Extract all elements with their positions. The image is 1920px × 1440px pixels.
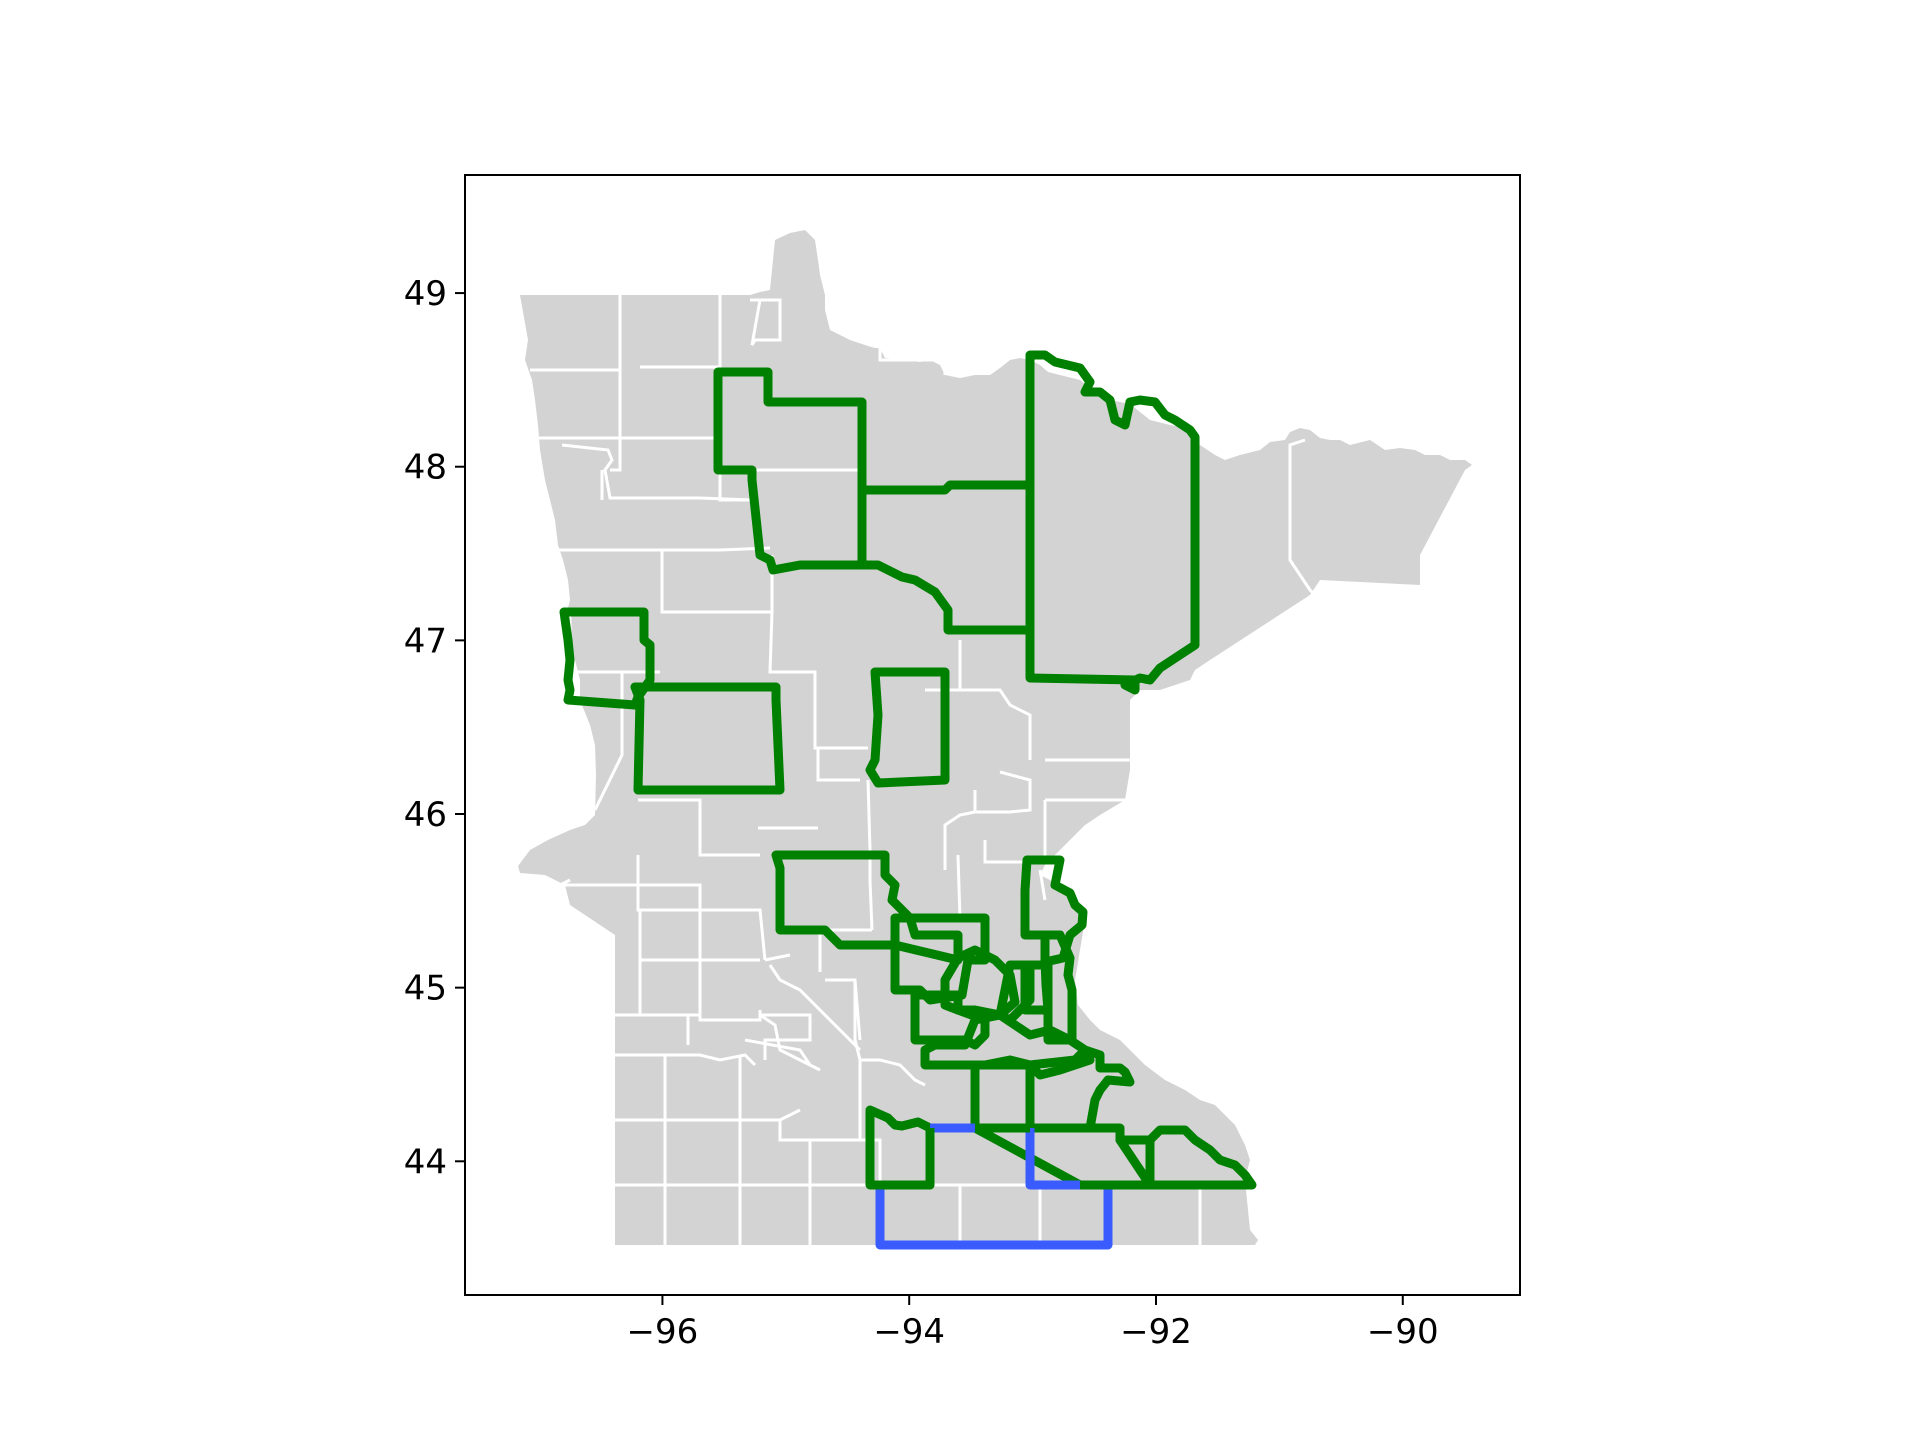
county-highlight-central-south-a xyxy=(771,850,963,965)
axes: −96 −94 −92 −90 44 45 46 47 48 49 xyxy=(404,174,1521,1352)
y-tick-label: 45 xyxy=(404,969,447,1009)
y-tick-label: 49 xyxy=(404,274,447,314)
county-highlight-metro-c xyxy=(1020,960,1053,1015)
y-tick-label: 47 xyxy=(404,621,447,661)
minnesota-state-shape xyxy=(518,230,1472,1245)
y-tick-label: 46 xyxy=(404,795,447,835)
county-highlight-central xyxy=(865,667,950,788)
x-tick-label: −96 xyxy=(627,1312,699,1352)
county-highlight-west-north xyxy=(559,607,655,710)
y-axis-ticks: 44 45 46 47 48 49 xyxy=(404,274,465,1182)
county-highlight-blue-outline xyxy=(875,1185,1113,1250)
county-highlight-west xyxy=(630,682,785,795)
county-highlight-central-north xyxy=(857,480,1035,635)
x-tick-label: −94 xyxy=(873,1312,945,1352)
county-highlight-se-a xyxy=(1115,1125,1257,1190)
county-highlight-northeast xyxy=(1025,350,1200,695)
county-highlight-south-b xyxy=(1025,1045,1135,1133)
x-axis-ticks: −96 −94 −92 −90 xyxy=(627,1295,1439,1352)
x-tick-label: −92 xyxy=(1120,1312,1192,1352)
highlighted-counties-green xyxy=(559,350,1257,1190)
axes-frame xyxy=(464,174,1521,1296)
county-highlight-east-a xyxy=(1020,855,1088,967)
x-tick-label: −90 xyxy=(1367,1312,1439,1352)
y-tick-label: 48 xyxy=(404,448,447,488)
county-highlight-south-metro-b xyxy=(920,1010,1095,1080)
highlighted-county-blue xyxy=(875,1123,1113,1250)
county-borders xyxy=(530,295,1322,1245)
county-highlight-nw xyxy=(713,367,867,575)
y-tick-label: 44 xyxy=(404,1142,447,1182)
county-highlight-south-metro-a xyxy=(910,990,990,1050)
